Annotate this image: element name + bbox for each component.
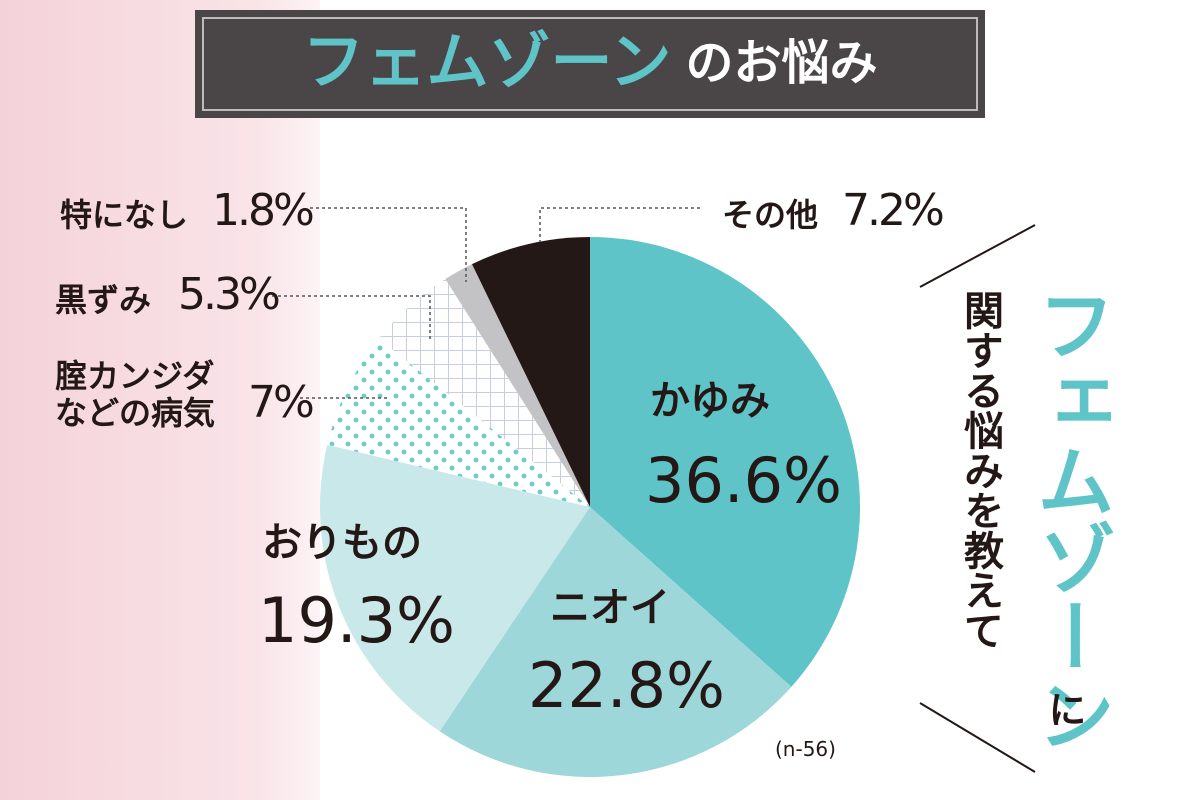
background-band — [0, 0, 320, 800]
side-question-main: フェムゾーン — [1024, 285, 1114, 753]
leader-line — [539, 207, 700, 242]
value-label: 1.8% — [212, 185, 315, 236]
title-frame — [202, 17, 978, 111]
value-label: 7% — [248, 377, 315, 428]
leader-line — [272, 295, 431, 342]
pie-slice — [378, 279, 590, 507]
value-label: 19.3% — [258, 584, 455, 657]
value-label: 36.6% — [645, 444, 842, 517]
slice-label: 腟カンジダなどの病気 — [55, 357, 216, 432]
value-label: 7.2% — [842, 185, 945, 236]
value-label: 22.8% — [528, 649, 725, 722]
deco-line — [919, 224, 1036, 288]
title-banner — [195, 10, 985, 118]
pie-slice — [320, 444, 590, 732]
slice-label: かゆみ — [650, 378, 770, 424]
slice-label: ニオイ — [550, 585, 670, 631]
slice-label: 特になし — [60, 196, 189, 234]
title-main: フェムゾーン — [303, 25, 672, 98]
title-rest: のお悩み — [685, 35, 877, 91]
pie-slice — [471, 237, 590, 507]
slice-label: おりもの — [262, 520, 422, 566]
slice-label: その他 — [722, 196, 819, 234]
pie-slice — [439, 507, 792, 777]
side-question-particle: に — [1042, 690, 1086, 728]
chart-title: フェムゾーン のお悩み — [303, 25, 878, 98]
pie-slice — [327, 338, 590, 507]
side-question-rest: 関する悩みを教えて — [957, 290, 1003, 650]
value-label: 5.3% — [178, 269, 281, 320]
leader-line — [310, 207, 467, 282]
sample-note: (n-56) — [775, 737, 836, 761]
deco-line — [919, 702, 1036, 773]
slice-label: 黒ずみ — [55, 281, 152, 319]
pie-slice — [445, 264, 590, 507]
pie-slice — [590, 237, 860, 687]
